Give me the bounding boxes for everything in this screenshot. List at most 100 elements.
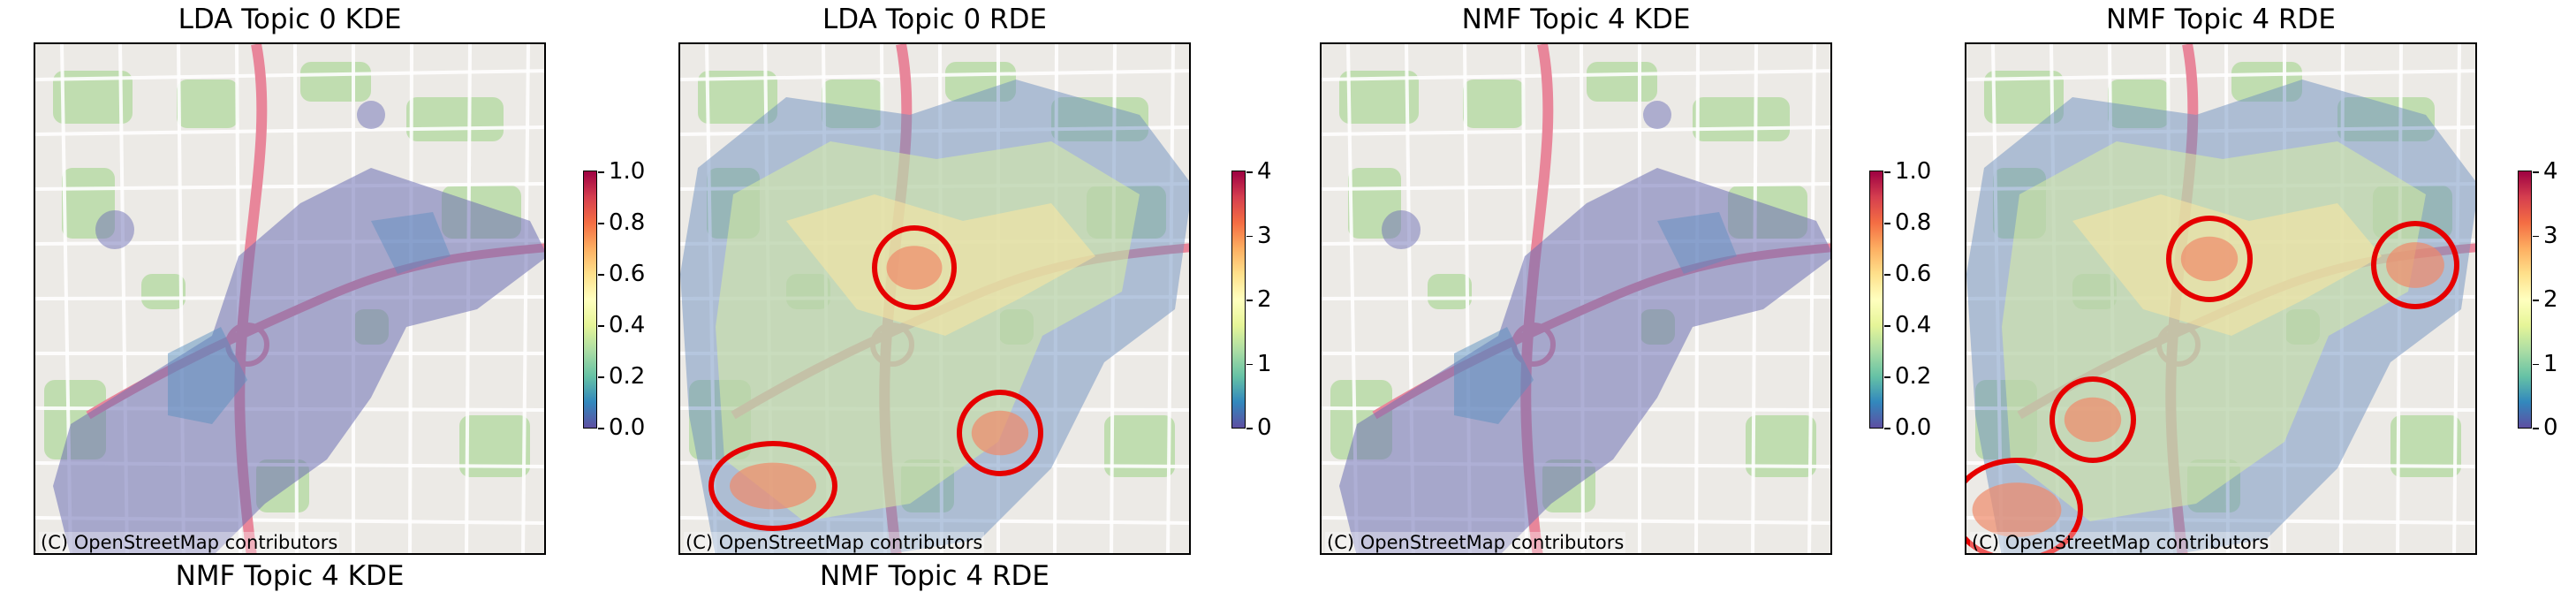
density-hotspot [1972, 482, 2062, 537]
colorbar-tick-label: 0.2 [1895, 363, 1932, 390]
colorbar-tick [2533, 300, 2539, 301]
density-overlay [53, 101, 544, 553]
minor-street [521, 44, 530, 553]
density-hotspot [2180, 236, 2239, 282]
park-area [53, 71, 133, 124]
colorbar-tick [598, 223, 604, 224]
highlight-circle [872, 225, 957, 310]
density-hotspot [886, 246, 943, 290]
colorbar-tick-label: 0.6 [1895, 261, 1932, 287]
minor-street [1322, 182, 1830, 191]
minor-street [35, 182, 544, 191]
density-region [53, 168, 544, 553]
colorbar: 0.0 0.2 0.4 0.6 0.8 1.0 [1869, 160, 1931, 439]
density-region [168, 327, 247, 424]
park-area [1693, 97, 1790, 141]
minor-street [1807, 44, 1816, 553]
colorbar: 0.0 0.2 0.4 0.6 0.8 1.0 [583, 160, 645, 439]
panel-title: NMF Topic 4 RDE [2105, 4, 2337, 35]
park-area [1428, 274, 1472, 309]
density-overlay [1966, 80, 2475, 553]
heatmap-svg [1322, 44, 1830, 553]
colorbar-tick [1884, 274, 1890, 276]
colorbar-tick-label: 0.4 [609, 312, 646, 338]
park-area [1984, 71, 2064, 124]
colorbar-tick-label: 0.8 [609, 209, 646, 236]
next-row-title: NMF Topic 4 RDE [819, 560, 1050, 592]
map-attribution: (C) OpenStreetMap contributors [1325, 532, 1626, 553]
colorbar-tick-label: 1.0 [1895, 158, 1932, 185]
colorbar-tick-label: 0 [1257, 414, 1272, 441]
colorbar-tick [1884, 325, 1890, 327]
park-area [141, 274, 186, 309]
colorbar-tick-label: 0.8 [1895, 209, 1932, 236]
heatmap-svg [35, 44, 544, 553]
density-region [1657, 212, 1737, 274]
map-attribution: (C) OpenStreetMap contributors [1970, 532, 2271, 553]
colorbar-tick [1246, 235, 1253, 237]
heatmap-map: (C) OpenStreetMap contributors [1320, 42, 1832, 555]
density-region [1454, 327, 1534, 424]
park-area [1339, 71, 1419, 124]
colorbar-tick [1246, 171, 1253, 173]
density-hotspot [2064, 397, 2122, 443]
colorbar-tick [2533, 363, 2539, 365]
density-hotspot [730, 462, 816, 510]
panel-title: NMF Topic 4 KDE [1461, 4, 1691, 35]
colorbar-tick-label: 4 [1257, 158, 1272, 185]
panel-title: LDA Topic 0 RDE [822, 4, 1048, 35]
heatmap-map: (C) OpenStreetMap contributors [34, 42, 546, 555]
park-area [2390, 415, 2461, 477]
density-region [371, 212, 451, 274]
highlight-circle [2371, 221, 2459, 309]
park-area [300, 62, 371, 102]
heatmap-map: (C) OpenStreetMap contributors [1965, 42, 2477, 555]
colorbar-tick [598, 428, 604, 429]
density-region [95, 210, 134, 249]
colorbar-tick-label: 2 [2543, 286, 2558, 313]
colorbar-tick [598, 325, 604, 327]
colorbar-tick-label: 1 [1257, 350, 1272, 377]
heatmap-map: (C) OpenStreetMap contributors [678, 42, 1191, 555]
colorbar-tick-label: 3 [2543, 222, 2558, 249]
colorbar-tick-label: 0.2 [609, 363, 646, 390]
park-area [406, 97, 504, 141]
highlight-circle [1966, 458, 2083, 553]
heatmap-svg [680, 44, 1189, 553]
density-region [1382, 210, 1421, 249]
colorbar-tick [1884, 223, 1890, 224]
colorbar-tick-label: 4 [2543, 158, 2558, 185]
next-row-title: NMF Topic 4 KDE [175, 560, 405, 592]
heatmap-svg [1966, 44, 2475, 553]
colorbar-tick-label: 2 [1257, 286, 1272, 313]
park-area [177, 80, 239, 128]
density-region [1339, 168, 1830, 553]
colorbar: 0 1 2 3 4 [1231, 160, 1272, 439]
colorbar-tick [1884, 171, 1890, 173]
colorbar-tick-label: 0 [2543, 414, 2558, 441]
colorbar-tick-label: 1 [2543, 350, 2558, 377]
park-area [459, 415, 530, 477]
park-area [1463, 80, 1525, 128]
colorbar-tick [1884, 428, 1890, 429]
highlight-circle [708, 441, 837, 531]
density-overlay [680, 80, 1189, 553]
map-attribution: (C) OpenStreetMap contributors [39, 532, 340, 553]
highlight-circle [957, 390, 1043, 476]
colorbar-tick-label: 0.6 [609, 261, 646, 287]
colorbar-tick [1246, 363, 1253, 365]
density-overlay [1339, 101, 1830, 553]
park-area [698, 71, 777, 124]
density-hotspot [2386, 242, 2444, 288]
colorbar-tick [2533, 235, 2539, 237]
density-region [1643, 101, 1671, 129]
colorbar-tick [1246, 300, 1253, 301]
colorbar-tick [2533, 428, 2539, 429]
colorbar-tick [2533, 171, 2539, 173]
colorbar-tick-label: 0.0 [609, 414, 646, 441]
park-area [1104, 415, 1175, 477]
colorbar-tick [598, 376, 604, 378]
highlight-circle [2166, 216, 2253, 302]
colorbar-tick [1884, 376, 1890, 378]
colorbar-tick [598, 171, 604, 173]
